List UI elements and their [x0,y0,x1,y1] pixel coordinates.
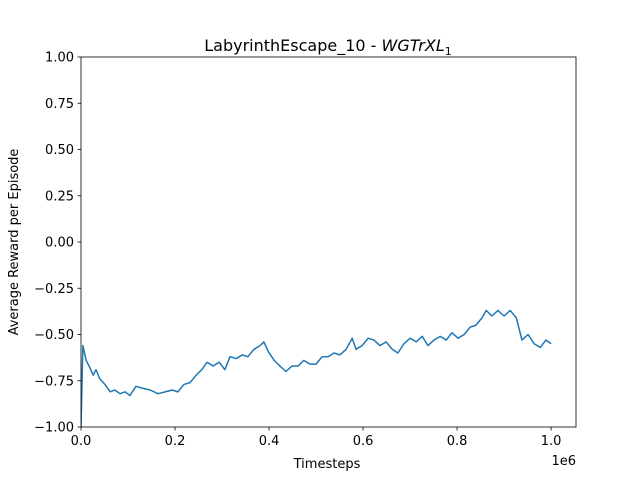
x-axis-label: Timesteps [293,457,361,472]
y-tick-label: 0.75 [45,97,74,112]
y-tick-label: −0.25 [34,282,74,297]
x-tick-label: 0.0 [71,434,92,449]
x-tick-label: 1.0 [541,434,562,449]
y-tick-label: 0.50 [45,143,74,158]
y-tick-label: −1.00 [34,421,74,436]
chart-title: LabyrinthEscape_10 - WGTrXL1 [204,36,451,58]
x-tick-label: 0.6 [353,434,374,449]
x-offset-label: 1e6 [551,454,576,469]
x-tick-label: 0.2 [165,434,186,449]
x-tick-label: 0.4 [259,434,280,449]
data-line [81,309,552,427]
y-axis-label: Average Reward per Episode [7,149,22,336]
y-tick-label: −0.50 [34,328,74,343]
y-tick-label: −0.75 [34,374,74,389]
y-tick-label: 0.00 [45,236,74,251]
x-tick-label: 0.8 [447,434,468,449]
y-tick-label: 0.25 [45,189,74,204]
plot-frame [80,56,577,428]
y-tick-label: 1.00 [45,51,74,66]
